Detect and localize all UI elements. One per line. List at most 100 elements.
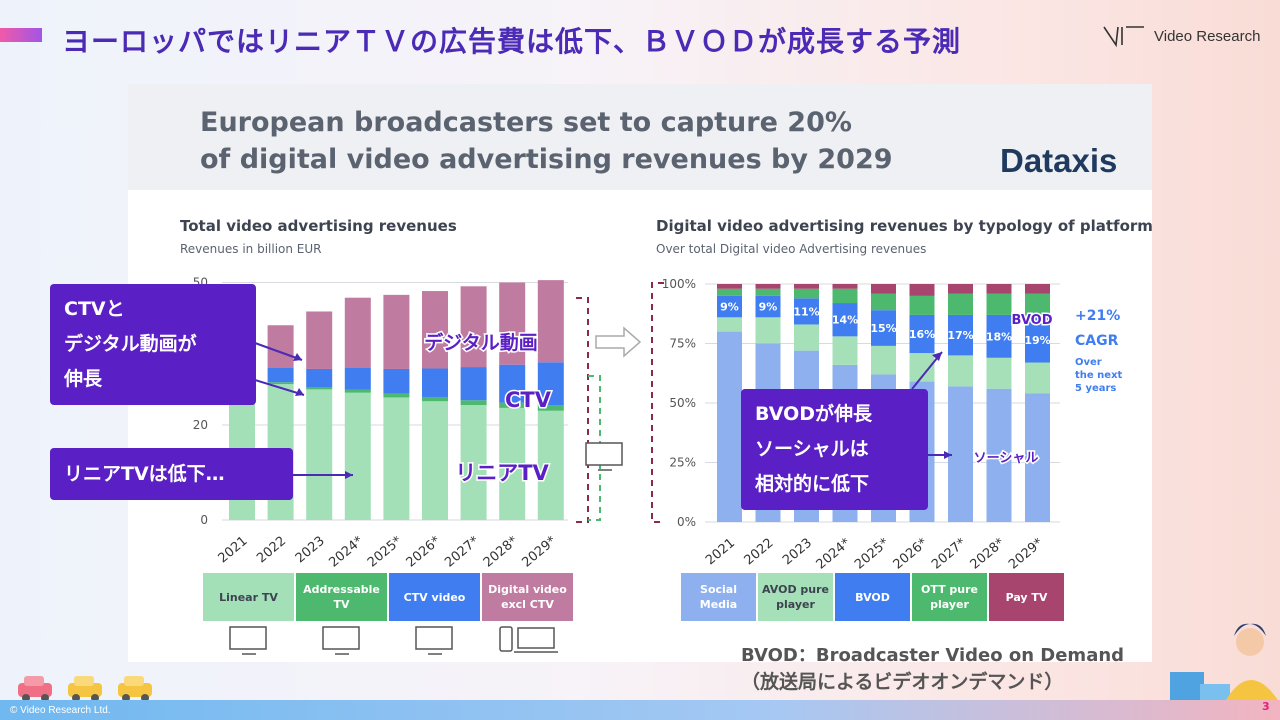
cagr-value: +21% — [1075, 308, 1120, 324]
left-bar-segment — [344, 297, 371, 368]
left-bar-segment — [537, 280, 564, 363]
right-bar-segment — [1025, 362, 1050, 394]
left-bar-segment — [344, 368, 371, 390]
legends: Linear TV Addressable TV CTV video Digital v… — [203, 573, 1064, 621]
right-bar-segment — [871, 293, 896, 311]
addressable-tv-icon — [322, 626, 360, 655]
left-bar-segment — [383, 294, 410, 369]
right-xtick-label: 2029* — [1006, 535, 1046, 572]
right-bar-segment — [794, 298, 819, 325]
callout-arrowhead-5 — [944, 451, 952, 459]
left-legend-box — [389, 573, 480, 621]
callout-arrowhead-2 — [295, 388, 304, 396]
right-bar-segment — [948, 386, 973, 522]
right-legend-box — [912, 573, 987, 621]
right-chart-subtitle: Over total Digital video Advertising rev… — [656, 242, 927, 256]
left-bar-segment — [499, 402, 526, 408]
annotation-digital-video: デジタル動画 — [424, 331, 538, 354]
bvod-share-label: 16% — [909, 328, 935, 341]
left-bar-segment — [422, 291, 448, 369]
callout-bvod-line3: 相対的に低下 — [755, 473, 870, 495]
left-bar-segment — [460, 405, 487, 520]
annotation-social: ソーシャル — [974, 451, 1039, 466]
left-legend-box — [296, 573, 387, 621]
right-ytick-label: 50% — [669, 396, 696, 410]
right-bar-segment — [755, 317, 781, 344]
right-bar-segment — [832, 303, 858, 337]
callout-ctv-digital-line1: CTVと — [64, 298, 125, 320]
right-bar-segment — [794, 284, 819, 289]
left-bar-segment — [537, 405, 564, 411]
left-bar-segment — [344, 392, 371, 520]
logo-text: Video Research — [1154, 27, 1261, 45]
left-bar-segment — [383, 393, 410, 398]
right-xtick-label: 2021 — [703, 536, 738, 569]
car-icons — [18, 676, 152, 702]
right-bar-segment — [794, 288, 819, 299]
left-xtick-label: 2021 — [216, 534, 251, 567]
right-legend-label: AVOD pure — [762, 583, 829, 596]
right-ytick-label: 75% — [669, 337, 696, 351]
car-icon — [68, 676, 102, 702]
callout-pointer-2 — [254, 379, 305, 396]
left-xtick-label: 2026* — [404, 533, 444, 570]
chart-decorations — [254, 282, 952, 523]
right-bar-segment — [832, 336, 858, 365]
left-bar-segment — [383, 397, 410, 520]
left-xtick-label: 2024* — [326, 533, 366, 570]
right-legend-label: Social — [700, 583, 737, 596]
left-legend-label: Addressable — [303, 583, 380, 596]
slide-title: ヨーロッパではリニアＴＶの広告費は低下、ＢＶＯＤが成長する予測 — [62, 25, 962, 58]
left-xtick-label: 2025* — [365, 533, 405, 570]
left-xtick-label: 2023 — [293, 534, 328, 567]
annotation-bvod: BVOD — [1011, 313, 1052, 328]
car-icon — [118, 676, 152, 702]
callout-arrowhead-4 — [932, 352, 942, 361]
left-bar-segment — [499, 282, 526, 365]
tv-icon — [585, 442, 623, 471]
left-chart-title: Total video advertising revenues — [180, 217, 457, 235]
device-icons — [229, 626, 558, 655]
arrow-right-icon — [595, 326, 642, 358]
right-bar-segment — [986, 314, 1012, 358]
right-bar-segment — [948, 293, 973, 315]
page-number: 3 — [1262, 700, 1270, 713]
ctv-icon — [415, 626, 453, 655]
left-legend-label: Digital video — [488, 583, 567, 596]
right-bar-segment — [986, 293, 1012, 315]
right-legend-label: player — [776, 598, 815, 611]
left-xtick-label: 2022 — [254, 534, 289, 567]
right-bar-segment — [986, 284, 1012, 294]
right-legend-label: player — [930, 598, 969, 611]
left-legend-box — [482, 573, 573, 621]
left-xtick-label: 2027* — [442, 533, 482, 570]
linear-tv-icon — [229, 626, 267, 655]
right-bar-segment — [717, 295, 742, 318]
right-bar-segment — [717, 284, 742, 289]
right-bar-segment — [871, 310, 896, 346]
left-bar-segment — [267, 368, 294, 383]
right-bar-segment — [871, 345, 896, 375]
left-ytick-label: 0 — [200, 513, 208, 527]
left-bar-segment — [460, 400, 487, 406]
car-icon — [18, 676, 52, 702]
right-bar-segment — [1025, 284, 1050, 294]
left-xtick-label: 2029* — [519, 533, 559, 570]
left-bar-segment — [306, 368, 333, 387]
right-bar-segment — [948, 314, 973, 356]
callout-bvod-growth: BVODが伸長 ソーシャルは 相対的に低下 — [741, 389, 928, 510]
left-bar-segment — [306, 389, 333, 520]
right-bar-segment — [948, 355, 973, 387]
right-xtick-label: 2022 — [742, 536, 777, 569]
right-bar-segment — [832, 288, 858, 304]
callout-ctv-digital-line3: 伸長 — [64, 368, 103, 390]
left-chart-subtitle: Revenues in billion EUR — [180, 242, 322, 256]
left-bar-segment — [383, 368, 410, 394]
bvod-share-label: 15% — [870, 322, 896, 335]
right-legend-label: OTT pure — [921, 583, 978, 596]
bvod-share-label: 14% — [832, 314, 858, 327]
right-bar-segment — [755, 284, 781, 289]
right-legend-box — [681, 573, 756, 621]
chart-card: European broadcasters set to capture 20%… — [128, 84, 1153, 662]
right-xtick-label: 2028* — [968, 535, 1008, 572]
